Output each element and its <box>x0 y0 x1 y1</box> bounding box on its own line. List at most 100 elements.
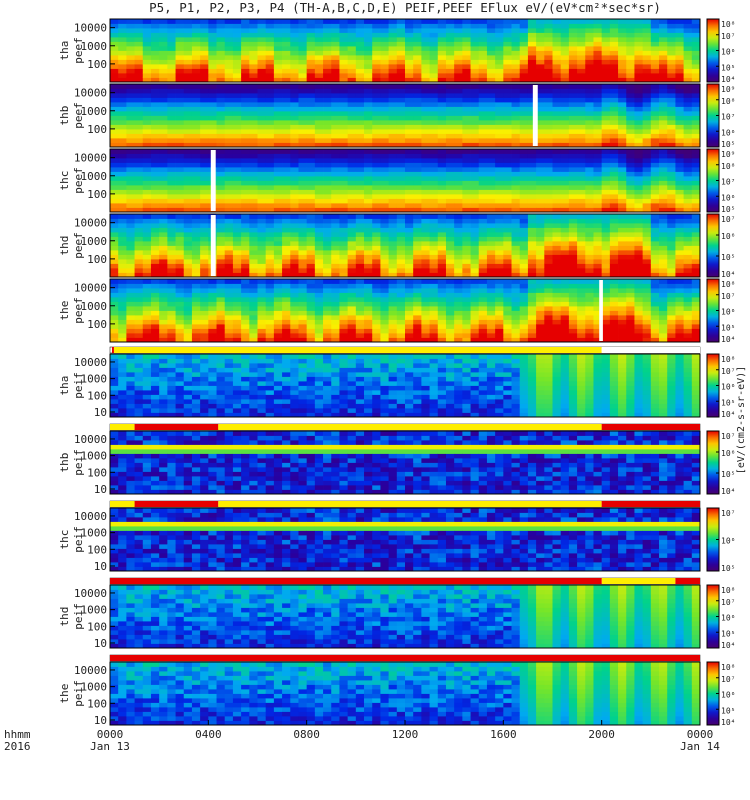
spectrogram-cell <box>552 55 562 60</box>
spectrogram-cell <box>667 142 676 148</box>
spectrogram-cell <box>159 315 168 320</box>
spectrogram-cell <box>183 297 193 302</box>
spectrogram-cell <box>437 176 447 181</box>
spectrogram-cell <box>339 133 349 139</box>
spectrogram-cell <box>167 77 176 83</box>
spectrogram-cell <box>601 292 611 298</box>
spectrogram-cell <box>339 102 349 107</box>
spectrogram-cell <box>257 162 267 168</box>
spectrogram-cell <box>249 129 258 134</box>
spectrogram-cell <box>232 223 242 228</box>
spectrogram-cell <box>167 171 176 177</box>
spectrogram-cell <box>388 315 398 320</box>
spectrogram-cell <box>585 133 594 139</box>
spectrogram-cell <box>445 149 455 154</box>
spectrogram-cell <box>527 19 537 24</box>
spectrogram-cell <box>396 102 406 107</box>
spectrogram-cell <box>527 189 537 195</box>
spectrogram-cell <box>282 283 291 289</box>
spectrogram-cell <box>495 310 504 316</box>
spectrogram-cell <box>298 203 308 208</box>
spectrogram-cell <box>495 19 504 24</box>
panel-frame <box>109 18 701 83</box>
spectrogram-cell <box>167 50 176 56</box>
spectrogram-cell <box>503 263 512 269</box>
spectrogram-cell <box>405 133 414 139</box>
spectrogram-cell <box>683 272 693 278</box>
spectrogram-cell <box>216 115 226 121</box>
spectrogram-cell <box>691 218 701 224</box>
spectrogram-cell <box>593 245 603 251</box>
spectrogram-cell <box>306 93 316 98</box>
spectrogram-cell <box>372 259 381 264</box>
spectrogram-cell <box>364 37 373 42</box>
spectrogram-cell <box>191 158 201 163</box>
spectrogram-cell <box>659 158 668 163</box>
spectrogram-cell <box>445 37 455 42</box>
spectrogram-cell <box>577 59 586 65</box>
spectrogram-cell <box>167 189 176 195</box>
spectrogram-cell <box>445 124 455 130</box>
spectrogram-cell <box>503 142 512 148</box>
spectrogram-cell <box>290 176 299 181</box>
spectrogram-cell <box>347 232 357 237</box>
spectrogram-cell <box>232 120 242 125</box>
spectrogram-cell <box>536 241 545 246</box>
spectrogram-cell <box>429 88 439 94</box>
spectrogram-cell <box>642 88 652 94</box>
spectrogram-cell <box>150 288 160 293</box>
spectrogram-cell <box>167 68 176 74</box>
spectrogram-cell <box>478 297 488 302</box>
spectrogram-cell <box>134 77 144 83</box>
spectrogram-cell <box>593 292 603 298</box>
spectrogram-cell <box>454 306 463 311</box>
spectrogram-cell <box>372 19 381 24</box>
spectrogram-cell <box>593 32 603 38</box>
spectrogram-cell <box>560 32 570 38</box>
spectrogram-cell <box>454 106 463 112</box>
spectrogram-cell <box>200 32 209 38</box>
spectrogram-cell <box>175 337 185 343</box>
spectrogram-cell <box>388 158 398 163</box>
spectrogram-cell <box>675 102 685 107</box>
spectrogram-cell <box>486 171 496 177</box>
spectrogram-cell <box>159 292 168 298</box>
spectrogram-cell <box>380 162 390 168</box>
spectrogram-cell <box>454 301 463 307</box>
spectrogram-cell <box>527 324 537 329</box>
spectrogram-cell <box>486 37 496 42</box>
spectrogram-cell <box>445 254 455 260</box>
spectrogram-cell <box>347 198 357 204</box>
spectrogram-cell <box>200 301 209 307</box>
spectrogram-cell <box>134 46 144 51</box>
spectrogram-cell <box>683 167 693 172</box>
spectrogram-cell <box>618 297 627 302</box>
spectrogram-cell <box>323 59 332 65</box>
spectrogram-cell <box>118 328 127 334</box>
spectrogram-cell <box>519 250 529 255</box>
spectrogram-cell <box>536 232 545 237</box>
spectrogram-cell <box>568 194 578 199</box>
spectrogram-cell <box>519 223 529 228</box>
spectrogram-cell <box>216 153 226 159</box>
spectrogram-cell <box>486 198 496 204</box>
spectrogram-cell <box>462 149 471 154</box>
spectrogram-cell <box>405 171 414 177</box>
spectrogram-cell <box>290 167 299 172</box>
spectrogram-cell <box>527 227 537 233</box>
spectrogram-cell <box>577 176 586 181</box>
spectrogram-cell <box>405 124 414 130</box>
spectrogram-cell <box>396 254 406 260</box>
spectrogram-cell <box>618 254 627 260</box>
spectrogram-cell <box>421 162 430 168</box>
spectrogram-cell <box>495 297 504 302</box>
spectrogram-cell <box>257 64 267 69</box>
spectrogram-cell <box>560 324 570 329</box>
spectrogram-cell <box>544 171 553 177</box>
spectrogram-cell <box>355 214 365 219</box>
spectrogram-cell <box>282 268 291 273</box>
spectrogram-cell <box>347 167 357 172</box>
spectrogram-cell <box>380 241 390 246</box>
spectrogram-cell <box>577 68 586 74</box>
spectrogram-cell <box>249 124 258 130</box>
